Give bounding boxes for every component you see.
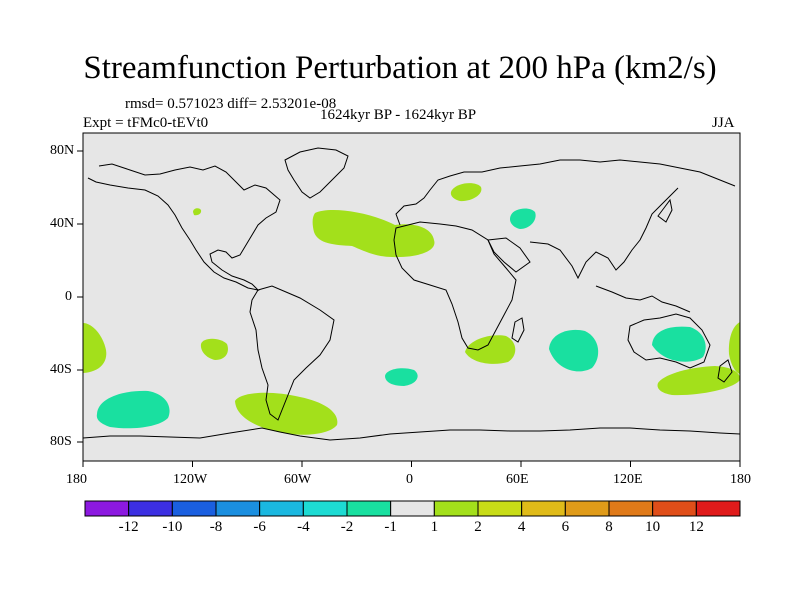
colorbar-label: 10: [645, 519, 661, 535]
colorbar-swatch: [390, 500, 435, 517]
map-background: [83, 133, 740, 461]
coast-new-zealand: [717, 359, 733, 383]
anomaly-layer: [83, 183, 740, 435]
colorbar-label: 12: [688, 519, 704, 535]
coastlines: [83, 147, 740, 441]
colorbar-swatch: [171, 500, 217, 517]
y-tick-label: 40N: [50, 216, 75, 231]
colorbar-label: -1: [384, 519, 397, 535]
coast-south-america: [249, 285, 335, 421]
coast-antarctica: [83, 427, 740, 441]
colorbar-label: 2: [474, 519, 482, 535]
coast-africa: [393, 221, 517, 351]
anomaly-se-pacific-east: [728, 322, 740, 374]
anomaly-southern-africa: [465, 335, 516, 364]
y-tick-label: 40S: [50, 362, 72, 377]
y-tick-label: 80S: [50, 434, 72, 449]
coast-australia: [627, 313, 711, 369]
coast-north-america: [87, 163, 281, 291]
season-label: JJA: [712, 115, 735, 131]
colorbar-label: 6: [561, 519, 570, 535]
coast-indonesia: [595, 285, 691, 313]
chart-title: Streamfunction Perturbation at 200 hPa (…: [83, 50, 717, 86]
x-tick-label: 120W: [173, 472, 208, 487]
colorbar-swatch: [84, 500, 130, 517]
colorbar-swatch: [695, 500, 741, 517]
colorbar: [84, 500, 741, 517]
colorbar-swatch: [433, 500, 479, 517]
x-tick-label: 180: [66, 472, 87, 487]
anomaly-caspian: [510, 208, 536, 229]
coast-south-asia: [529, 187, 679, 280]
experiment-label: Expt = tFMc0-tEVt0: [83, 115, 209, 131]
coast-europe: [395, 159, 736, 226]
colorbar-label: -10: [162, 519, 183, 535]
colorbar-label: 4: [517, 519, 526, 535]
coast-arabia: [487, 237, 531, 273]
colorbar-label: -4: [297, 519, 310, 535]
center-label: 1624kyr BP - 1624kyr BP: [320, 107, 477, 123]
coast-madagascar: [511, 317, 525, 343]
colorbar-swatch: [652, 500, 697, 517]
anomaly-scandinavia: [450, 183, 482, 202]
anomaly-tasman: [657, 366, 740, 396]
colorbar-label: -6: [253, 519, 266, 535]
colorbar-label: -12: [118, 519, 139, 535]
anomaly-na-west: [193, 208, 202, 216]
coast-greenland: [284, 147, 349, 199]
anomaly-se-pacific: [83, 323, 107, 373]
colorbar-swatch: [128, 500, 173, 517]
colorbar-label: -2: [340, 519, 354, 535]
colorbar-swatch: [608, 500, 654, 517]
colorbar-swatch: [521, 500, 566, 517]
anomaly-australia: [652, 326, 706, 362]
x-tick-label: 60W: [284, 472, 312, 487]
colorbar-swatch: [302, 500, 348, 517]
coast-japan: [657, 198, 673, 223]
colorbar-label: 8: [605, 519, 613, 535]
colorbar-label: -8: [209, 519, 223, 535]
anomaly-north-atlantic: [312, 210, 435, 258]
colorbar-swatch: [346, 500, 392, 517]
anomaly-south-indian: [549, 329, 599, 372]
x-tick-label: 180: [730, 472, 751, 487]
colorbar-swatch: [477, 500, 523, 517]
axis-ticks: [77, 150, 741, 467]
x-tick-label: 120E: [613, 472, 643, 487]
colorbar-swatch: [259, 500, 304, 517]
colorbar-label: 1: [430, 519, 439, 535]
anomaly-drake: [235, 392, 338, 435]
anomaly-sa-west: [200, 338, 228, 360]
y-tick-label: 0: [65, 289, 72, 304]
colorbar-swatch: [564, 500, 610, 517]
stats-label: rmsd= 0.571023 diff= 2.53201e-08: [125, 96, 337, 112]
x-tick-label: 60E: [506, 472, 529, 487]
x-tick-label: 0: [406, 472, 413, 487]
colorbar-swatch: [215, 500, 261, 517]
anomaly-south-atlantic: [385, 368, 418, 386]
anomaly-south-pacific: [96, 390, 170, 429]
y-tick-label: 80N: [50, 143, 75, 158]
